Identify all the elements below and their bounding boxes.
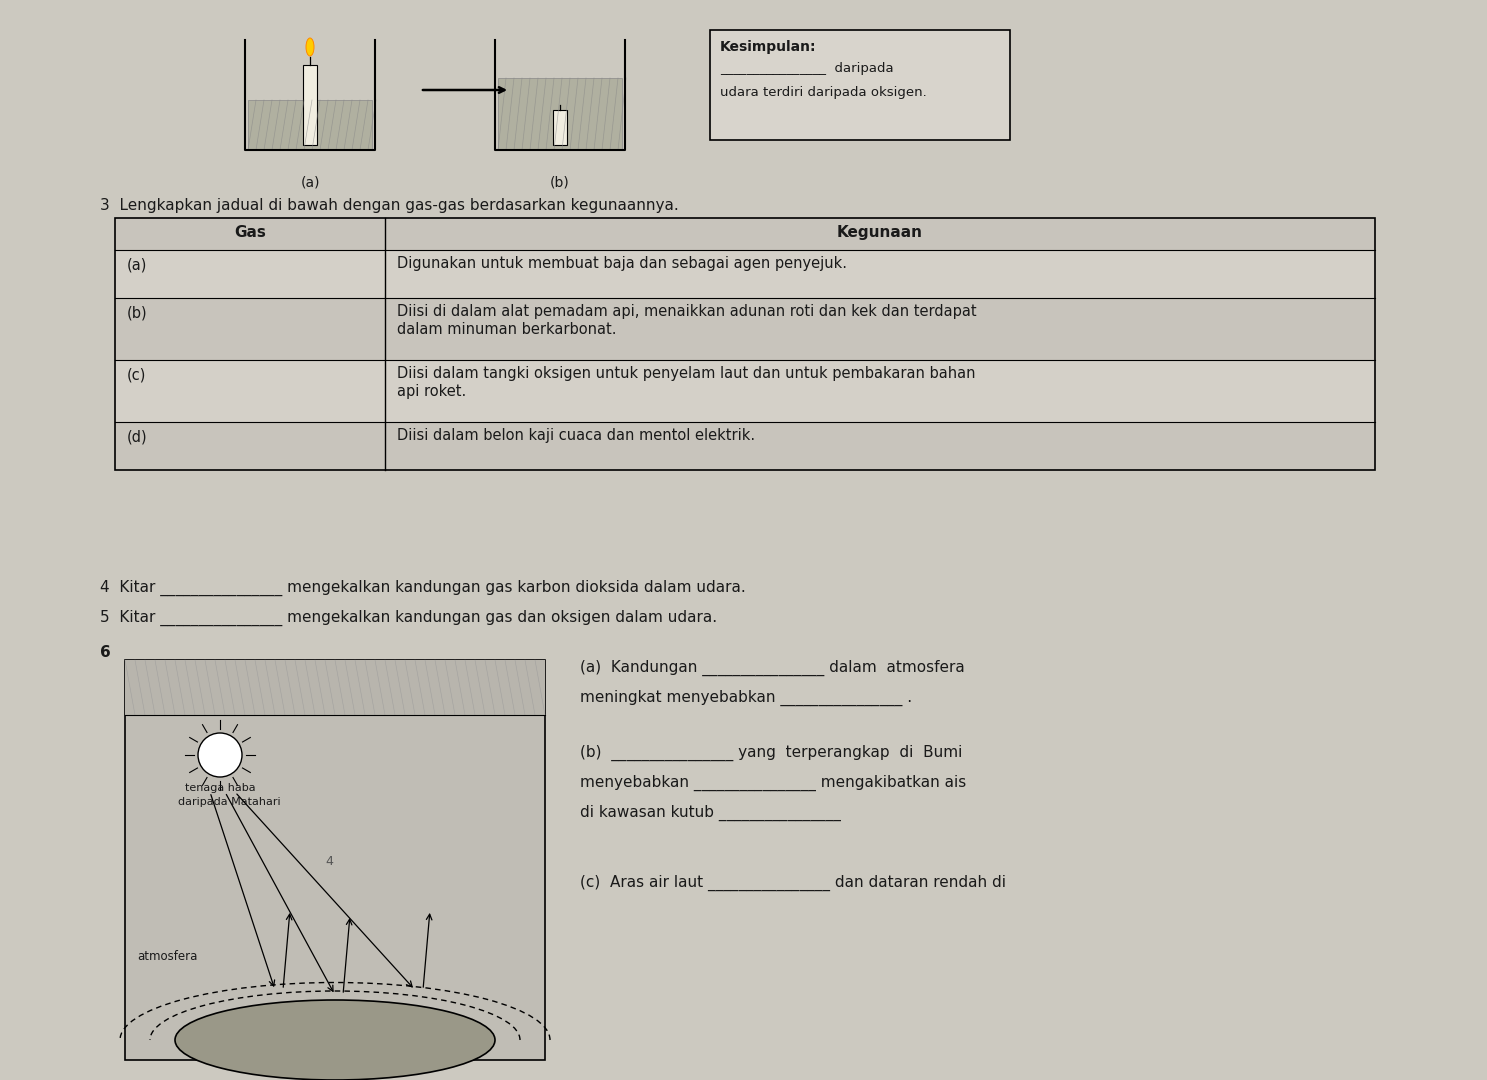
Bar: [709, 30, 1010, 140]
Bar: [498, 78, 622, 150]
Text: udara terdiri daripada oksigen.: udara terdiri daripada oksigen.: [720, 86, 926, 99]
Text: (a): (a): [126, 258, 147, 273]
Text: api roket.: api roket.: [397, 384, 467, 399]
Bar: [114, 218, 1375, 470]
Text: Diisi dalam tangki oksigen untuk penyelam laut dan untuk pembakaran bahan: Diisi dalam tangki oksigen untuk penyela…: [397, 366, 975, 381]
Text: (d): (d): [126, 430, 147, 445]
Text: 3  Lengkapkan jadual di bawah dengan gas-gas berdasarkan kegunaannya.: 3 Lengkapkan jadual di bawah dengan gas-…: [100, 198, 678, 213]
Circle shape: [198, 733, 242, 777]
Text: Diisi dalam belon kaji cuaca dan mentol elektrik.: Diisi dalam belon kaji cuaca dan mentol …: [397, 428, 755, 443]
Text: Diisi di dalam alat pemadam api, menaikkan adunan roti dan kek dan terdapat: Diisi di dalam alat pemadam api, menaikk…: [397, 303, 977, 319]
Text: (c)  Aras air laut ________________ dan dataran rendah di: (c) Aras air laut ________________ dan d…: [580, 875, 1007, 891]
Text: dalam minuman berkarbonat.: dalam minuman berkarbonat.: [397, 322, 617, 337]
Text: Kegunaan: Kegunaan: [837, 225, 923, 240]
Text: (a)  Kandungan ________________ dalam  atmosfera: (a) Kandungan ________________ dalam atm…: [580, 660, 965, 676]
Text: 6: 6: [100, 645, 110, 660]
Text: Gas: Gas: [233, 225, 266, 240]
Bar: [248, 100, 372, 150]
Bar: [114, 298, 1375, 360]
Text: 4  Kitar ________________ mengekalkan kandungan gas karbon dioksida dalam udara.: 4 Kitar ________________ mengekalkan kan…: [100, 580, 746, 596]
Ellipse shape: [306, 38, 314, 56]
Text: (c): (c): [126, 368, 146, 383]
Bar: [114, 249, 1375, 298]
Text: di kawasan kutub ________________: di kawasan kutub ________________: [580, 805, 840, 821]
Bar: [553, 110, 567, 145]
Text: (b): (b): [126, 306, 147, 321]
Text: (b): (b): [550, 175, 570, 189]
Text: 5  Kitar ________________ mengekalkan kandungan gas dan oksigen dalam udara.: 5 Kitar ________________ mengekalkan kan…: [100, 610, 717, 626]
Text: tenaga haba: tenaga haba: [184, 783, 256, 793]
Bar: [125, 660, 546, 1059]
Text: daripada Matahari: daripada Matahari: [178, 797, 281, 807]
Bar: [303, 65, 317, 145]
Text: meningkat menyebabkan ________________ .: meningkat menyebabkan ________________ .: [580, 690, 912, 706]
Text: (a): (a): [300, 175, 320, 189]
Text: Digunakan untuk membuat baja dan sebagai agen penyejuk.: Digunakan untuk membuat baja dan sebagai…: [397, 256, 848, 271]
Text: ________________  daripada: ________________ daripada: [720, 62, 894, 75]
Text: (b)  ________________ yang  terperangkap  di  Bumi: (b) ________________ yang terperangkap d…: [580, 745, 962, 761]
Text: menyebabkan ________________ mengakibatkan ais: menyebabkan ________________ mengakibatk…: [580, 775, 967, 792]
Bar: [114, 218, 1375, 249]
Bar: [114, 360, 1375, 422]
Bar: [125, 660, 546, 715]
Bar: [114, 422, 1375, 470]
Text: atmosfera: atmosfera: [137, 950, 198, 963]
Text: 4: 4: [326, 855, 333, 868]
Text: Kesimpulan:: Kesimpulan:: [720, 40, 816, 54]
Ellipse shape: [175, 1000, 495, 1080]
